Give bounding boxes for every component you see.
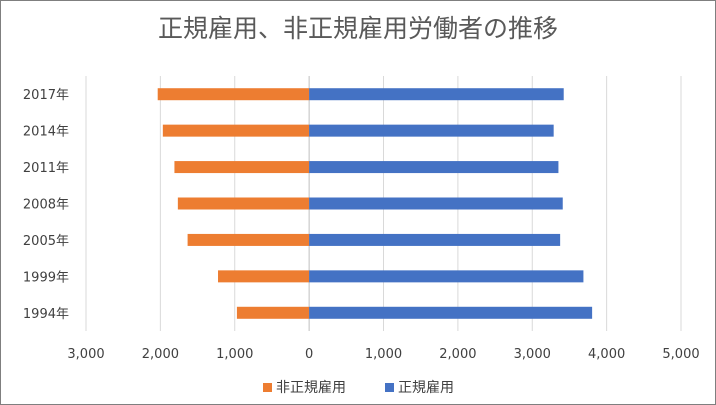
x-tick-label: 2,000 xyxy=(142,347,179,362)
x-tick-label: 4,000 xyxy=(588,347,625,362)
x-tick-label: 1,000 xyxy=(365,347,402,362)
legend-swatch xyxy=(263,383,272,392)
x-tick-label: 5,000 xyxy=(662,347,699,362)
legend: 非正規雇用 正規雇用 xyxy=(263,379,454,396)
legend-label: 非正規雇用 xyxy=(276,379,346,396)
y-tick-label: 1999年 xyxy=(23,270,69,285)
bar-regular xyxy=(309,124,554,137)
y-axis-labels: 2017年 2014年 2011年 2008年 2005年 1999年 1994年 xyxy=(23,88,69,322)
bar-regular xyxy=(309,233,561,246)
x-tick-label: 3,000 xyxy=(67,347,104,362)
bar-regular xyxy=(309,161,559,174)
y-tick-label: 2017年 xyxy=(23,88,69,103)
y-tick-label: 2005年 xyxy=(23,234,69,249)
bar-non-regular xyxy=(157,88,310,101)
y-tick-label: 2014年 xyxy=(23,125,69,140)
bar-regular xyxy=(309,88,564,101)
bars xyxy=(157,88,593,319)
bar-regular xyxy=(309,197,563,210)
x-tick-label: 1,000 xyxy=(216,347,253,362)
legend-swatch xyxy=(385,383,394,392)
bar-non-regular xyxy=(174,161,310,174)
bar-non-regular xyxy=(218,270,310,283)
bar-regular xyxy=(309,270,584,283)
y-tick-label: 2011年 xyxy=(23,161,69,176)
bar-non-regular xyxy=(162,124,310,137)
bar-regular xyxy=(309,306,593,319)
x-tick-label: 0 xyxy=(305,347,313,362)
x-axis-labels: 3,000 2,000 1,000 0 1,000 2,000 3,000 4,000 5,00… xyxy=(67,347,699,362)
y-tick-label: 2008年 xyxy=(23,198,69,213)
y-tick-label: 1994年 xyxy=(23,307,69,322)
legend-label: 正規雇用 xyxy=(398,379,454,396)
chart-title: 正規雇用、非正規雇用労働者の推移 xyxy=(158,14,558,43)
x-tick-label: 2,000 xyxy=(439,347,476,362)
x-tick-label: 3,000 xyxy=(514,347,551,362)
bar-non-regular xyxy=(177,197,310,210)
bar-non-regular xyxy=(236,306,310,319)
bar-non-regular xyxy=(187,233,310,246)
